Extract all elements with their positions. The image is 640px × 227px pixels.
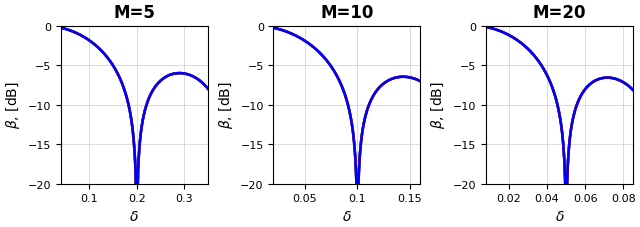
Y-axis label: $\beta$, [dB]: $\beta$, [dB] <box>4 81 22 129</box>
X-axis label: $\delta$: $\delta$ <box>342 209 352 223</box>
X-axis label: $\delta$: $\delta$ <box>554 209 564 223</box>
Title: M=20: M=20 <box>532 4 586 22</box>
Y-axis label: $\beta$, [dB]: $\beta$, [dB] <box>217 81 235 129</box>
Y-axis label: $\beta$, [dB]: $\beta$, [dB] <box>429 81 447 129</box>
X-axis label: $\delta$: $\delta$ <box>129 209 140 223</box>
Title: M=5: M=5 <box>113 4 156 22</box>
Title: M=10: M=10 <box>320 4 374 22</box>
